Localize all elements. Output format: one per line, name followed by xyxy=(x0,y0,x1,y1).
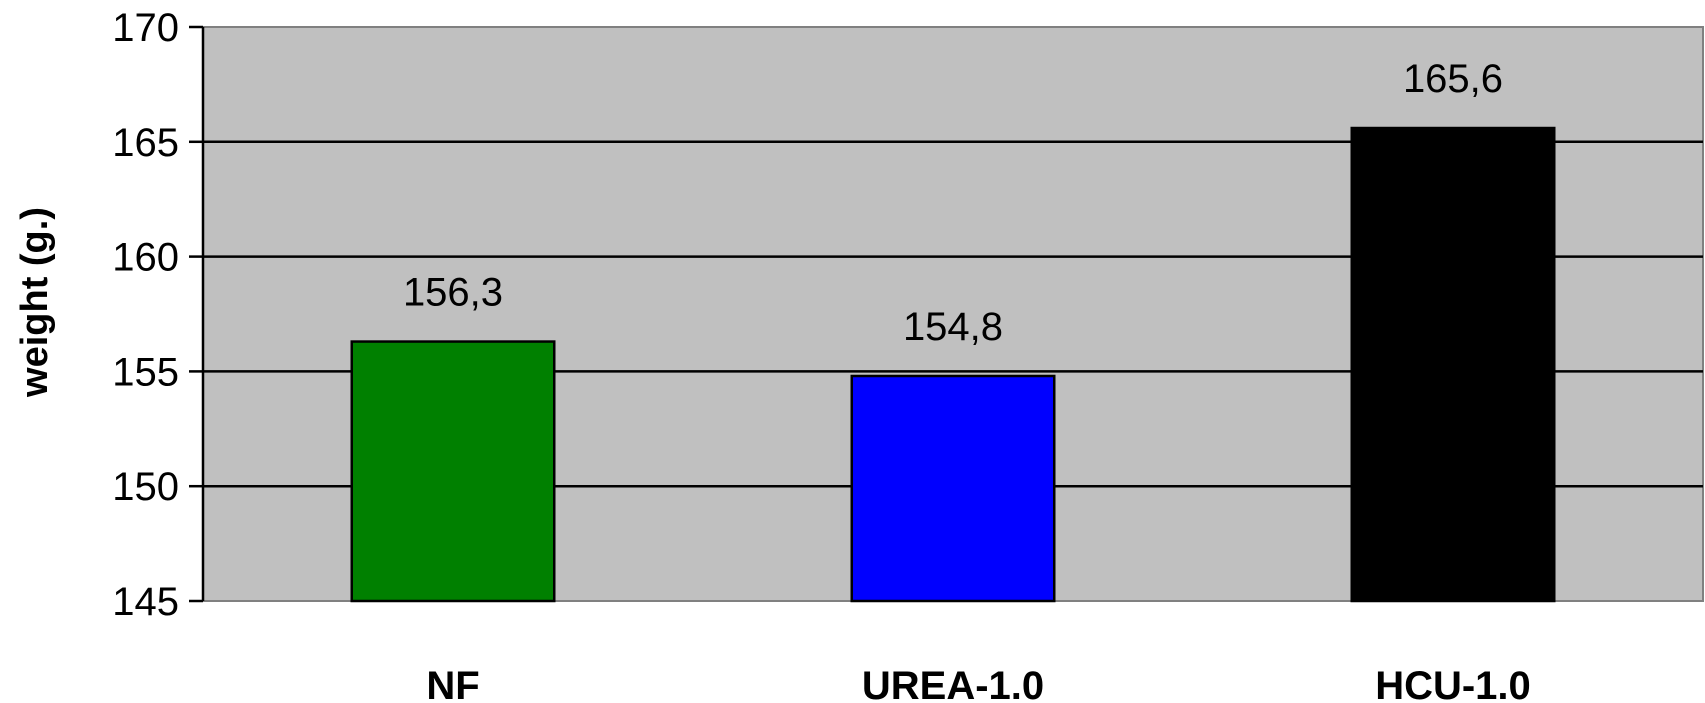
category-label: NF xyxy=(426,664,479,703)
bar-nf xyxy=(350,340,556,603)
category-label: HCU-1.0 xyxy=(1375,664,1531,703)
y-axis-title: weight (g.) xyxy=(14,207,56,398)
bar-urea-1-0 xyxy=(850,374,1056,603)
y-tick-label: 170 xyxy=(112,6,179,50)
bar-hcu-1-0 xyxy=(1350,126,1556,603)
y-tick-label: 165 xyxy=(112,121,179,165)
data-label: 154,8 xyxy=(903,305,1003,349)
y-tick-label: 150 xyxy=(112,465,179,509)
y-tick-labels: 145 150 155 160 165 170 xyxy=(112,6,179,624)
data-label: 165,6 xyxy=(1403,57,1503,101)
y-axis xyxy=(189,25,205,603)
x-category-labels: NF UREA-1.0 HCU-1.0 xyxy=(426,664,1530,703)
y-tick-label: 160 xyxy=(112,236,179,280)
bars xyxy=(350,126,1556,603)
y-tick-label: 145 xyxy=(112,580,179,624)
data-label: 156,3 xyxy=(403,271,503,315)
category-label: UREA-1.0 xyxy=(862,664,1044,703)
y-tick-label: 155 xyxy=(112,350,179,394)
data-labels: 156,3 154,8 165,6 xyxy=(403,57,1503,349)
